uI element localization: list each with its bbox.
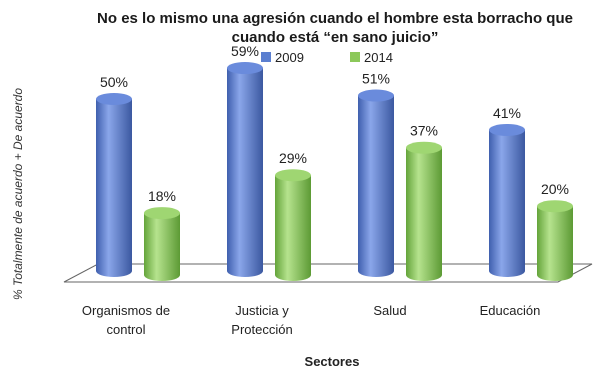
bar-organismos-de-control-2014	[144, 207, 180, 281]
value-label-organismos-de-control-2009: 50%	[100, 74, 128, 90]
bar-top	[227, 62, 263, 74]
bar-salud-2009	[358, 90, 394, 277]
bar-top	[406, 142, 442, 154]
chart-title: No es lo mismo una agresión cuando el ho…	[97, 10, 573, 46]
bar-body	[275, 175, 311, 281]
value-label-organismos-de-control-2014: 18%	[148, 188, 176, 204]
bar-justicia-y-protecci-n-2014	[275, 169, 311, 281]
value-label-justicia-y-protecci-n-2009: 59%	[231, 43, 259, 59]
y-axis-title: % Totalmente de acuerdo + De acuerdo	[11, 88, 25, 300]
value-label-salud-2014: 37%	[410, 123, 438, 139]
legend: 2009 2014	[261, 50, 393, 65]
bar-organismos-de-control-2009	[96, 93, 132, 277]
legend-swatch-2009	[261, 52, 271, 62]
bar-educaci-n-2009	[489, 124, 525, 277]
category-label-justicia-y-protecci-n-line-1: Justicia y	[235, 303, 289, 318]
value-label-justicia-y-protecci-n-2014: 29%	[279, 150, 307, 166]
bar-body	[358, 96, 394, 277]
bar-top	[537, 200, 573, 212]
chart-title-line-2: cuando está “en sano juicio”	[232, 29, 439, 46]
category-label-salud: Salud	[373, 303, 406, 318]
value-label-educaci-n-2014: 20%	[541, 181, 569, 197]
bar-body	[144, 213, 180, 281]
category-label-educaci-n: Educación	[480, 303, 541, 318]
category-labels-layer: Organismos de control Justicia y Protección…	[82, 303, 540, 337]
bars-layer	[96, 62, 573, 281]
bar-justicia-y-protecci-n-2009	[227, 62, 263, 277]
bar-body	[96, 99, 132, 277]
legend-label-2009: 2009	[275, 50, 304, 65]
bar-top	[144, 207, 180, 219]
bar-top	[96, 93, 132, 105]
bar-top	[489, 124, 525, 136]
x-axis-title: Sectores	[305, 354, 360, 369]
legend-label-2014: 2014	[364, 50, 393, 65]
bar-salud-2014	[406, 142, 442, 281]
bar-body	[537, 206, 573, 281]
bar-top	[275, 169, 311, 181]
category-label-justicia-y-protecci-n-line-2: Protección	[231, 322, 292, 337]
value-label-educaci-n-2009: 41%	[493, 105, 521, 121]
bar-top	[358, 90, 394, 102]
category-label-organismos-de-control-line-1: Organismos de	[82, 303, 170, 318]
bar-body	[227, 68, 263, 277]
bar-body	[489, 130, 525, 277]
bar-body	[406, 148, 442, 281]
legend-swatch-2014	[350, 52, 360, 62]
bar-educaci-n-2014	[537, 200, 573, 281]
value-label-salud-2009: 51%	[362, 71, 390, 87]
chart-title-line-1: No es lo mismo una agresión cuando el ho…	[97, 10, 573, 27]
category-label-organismos-de-control-line-2: control	[106, 322, 145, 337]
